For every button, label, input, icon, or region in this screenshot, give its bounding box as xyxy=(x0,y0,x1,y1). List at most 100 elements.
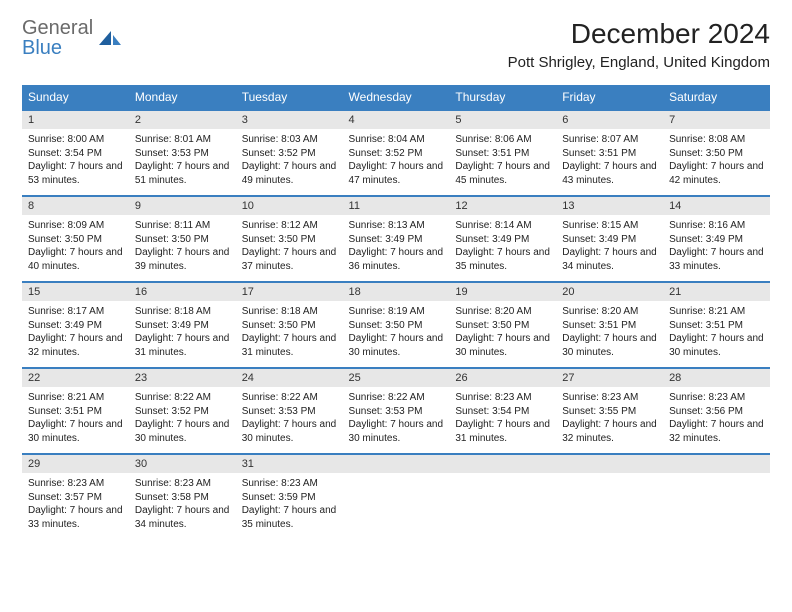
day-number: 2 xyxy=(129,111,236,129)
sunrise-line: Sunrise: 8:19 AM xyxy=(349,305,444,319)
sunrise-line: Sunrise: 8:08 AM xyxy=(669,133,764,147)
day-number: 18 xyxy=(343,283,450,301)
logo-line2: Blue xyxy=(22,37,62,59)
daylight-line: Daylight: 7 hours and 30 minutes. xyxy=(135,418,230,445)
sunset-line: Sunset: 3:49 PM xyxy=(455,233,550,247)
calendar-body: 1Sunrise: 8:00 AMSunset: 3:54 PMDaylight… xyxy=(22,110,770,540)
sunrise-line: Sunrise: 8:21 AM xyxy=(669,305,764,319)
month-title: December 2024 xyxy=(508,18,770,50)
sunset-line: Sunset: 3:50 PM xyxy=(135,233,230,247)
day-details: Sunrise: 8:06 AMSunset: 3:51 PMDaylight:… xyxy=(449,129,556,191)
logo-line1: General xyxy=(22,17,93,39)
calendar-day: 14Sunrise: 8:16 AMSunset: 3:49 PMDayligh… xyxy=(663,196,770,282)
day-number xyxy=(663,455,770,473)
daylight-line: Daylight: 7 hours and 31 minutes. xyxy=(242,332,337,359)
day-number: 11 xyxy=(343,197,450,215)
day-number: 15 xyxy=(22,283,129,301)
day-details: Sunrise: 8:12 AMSunset: 3:50 PMDaylight:… xyxy=(236,215,343,277)
sunset-line: Sunset: 3:57 PM xyxy=(28,491,123,505)
day-number: 21 xyxy=(663,283,770,301)
day-number: 9 xyxy=(129,197,236,215)
calendar-day: 27Sunrise: 8:23 AMSunset: 3:55 PMDayligh… xyxy=(556,368,663,454)
sunrise-line: Sunrise: 8:04 AM xyxy=(349,133,444,147)
daylight-line: Daylight: 7 hours and 40 minutes. xyxy=(28,246,123,273)
sunset-line: Sunset: 3:56 PM xyxy=(669,405,764,419)
sunset-line: Sunset: 3:54 PM xyxy=(28,147,123,161)
day-details: Sunrise: 8:23 AMSunset: 3:59 PMDaylight:… xyxy=(236,473,343,535)
weekday-header: Saturday xyxy=(663,85,770,110)
calendar-day: 1Sunrise: 8:00 AMSunset: 3:54 PMDaylight… xyxy=(22,110,129,196)
day-number: 13 xyxy=(556,197,663,215)
day-number: 19 xyxy=(449,283,556,301)
day-number: 8 xyxy=(22,197,129,215)
weekday-row: SundayMondayTuesdayWednesdayThursdayFrid… xyxy=(22,85,770,110)
day-number: 7 xyxy=(663,111,770,129)
sunset-line: Sunset: 3:55 PM xyxy=(562,405,657,419)
calendar-head: SundayMondayTuesdayWednesdayThursdayFrid… xyxy=(22,85,770,110)
sunrise-line: Sunrise: 8:03 AM xyxy=(242,133,337,147)
day-details: Sunrise: 8:04 AMSunset: 3:52 PMDaylight:… xyxy=(343,129,450,191)
day-details: Sunrise: 8:18 AMSunset: 3:49 PMDaylight:… xyxy=(129,301,236,363)
day-number xyxy=(343,455,450,473)
logo-sail-icon xyxy=(97,29,123,47)
daylight-line: Daylight: 7 hours and 33 minutes. xyxy=(28,504,123,531)
calendar-day: 7Sunrise: 8:08 AMSunset: 3:50 PMDaylight… xyxy=(663,110,770,196)
sunset-line: Sunset: 3:58 PM xyxy=(135,491,230,505)
daylight-line: Daylight: 7 hours and 30 minutes. xyxy=(28,418,123,445)
sunrise-line: Sunrise: 8:23 AM xyxy=(242,477,337,491)
daylight-line: Daylight: 7 hours and 47 minutes. xyxy=(349,160,444,187)
day-details: Sunrise: 8:09 AMSunset: 3:50 PMDaylight:… xyxy=(22,215,129,277)
daylight-line: Daylight: 7 hours and 32 minutes. xyxy=(669,418,764,445)
day-details: Sunrise: 8:11 AMSunset: 3:50 PMDaylight:… xyxy=(129,215,236,277)
calendar-day: 8Sunrise: 8:09 AMSunset: 3:50 PMDaylight… xyxy=(22,196,129,282)
daylight-line: Daylight: 7 hours and 49 minutes. xyxy=(242,160,337,187)
sunset-line: Sunset: 3:52 PM xyxy=(349,147,444,161)
day-details: Sunrise: 8:00 AMSunset: 3:54 PMDaylight:… xyxy=(22,129,129,191)
daylight-line: Daylight: 7 hours and 33 minutes. xyxy=(669,246,764,273)
day-number: 29 xyxy=(22,455,129,473)
day-details: Sunrise: 8:23 AMSunset: 3:56 PMDaylight:… xyxy=(663,387,770,449)
day-details: Sunrise: 8:19 AMSunset: 3:50 PMDaylight:… xyxy=(343,301,450,363)
sunrise-line: Sunrise: 8:09 AM xyxy=(28,219,123,233)
sunrise-line: Sunrise: 8:07 AM xyxy=(562,133,657,147)
sunrise-line: Sunrise: 8:22 AM xyxy=(349,391,444,405)
calendar-week: 8Sunrise: 8:09 AMSunset: 3:50 PMDaylight… xyxy=(22,196,770,282)
day-number: 23 xyxy=(129,369,236,387)
sunrise-line: Sunrise: 8:18 AM xyxy=(242,305,337,319)
day-number: 17 xyxy=(236,283,343,301)
sunset-line: Sunset: 3:53 PM xyxy=(242,405,337,419)
sunset-line: Sunset: 3:51 PM xyxy=(669,319,764,333)
sunrise-line: Sunrise: 8:06 AM xyxy=(455,133,550,147)
daylight-line: Daylight: 7 hours and 30 minutes. xyxy=(349,418,444,445)
day-number: 14 xyxy=(663,197,770,215)
calendar-day xyxy=(343,454,450,540)
day-details: Sunrise: 8:18 AMSunset: 3:50 PMDaylight:… xyxy=(236,301,343,363)
calendar-day: 21Sunrise: 8:21 AMSunset: 3:51 PMDayligh… xyxy=(663,282,770,368)
sunset-line: Sunset: 3:54 PM xyxy=(455,405,550,419)
daylight-line: Daylight: 7 hours and 35 minutes. xyxy=(455,246,550,273)
daylight-line: Daylight: 7 hours and 42 minutes. xyxy=(669,160,764,187)
day-number: 27 xyxy=(556,369,663,387)
day-number: 20 xyxy=(556,283,663,301)
sunset-line: Sunset: 3:50 PM xyxy=(28,233,123,247)
logo-text: General Blue xyxy=(22,18,93,58)
sunset-line: Sunset: 3:49 PM xyxy=(28,319,123,333)
calendar-day: 20Sunrise: 8:20 AMSunset: 3:51 PMDayligh… xyxy=(556,282,663,368)
daylight-line: Daylight: 7 hours and 51 minutes. xyxy=(135,160,230,187)
day-details: Sunrise: 8:22 AMSunset: 3:53 PMDaylight:… xyxy=(343,387,450,449)
sunrise-line: Sunrise: 8:14 AM xyxy=(455,219,550,233)
daylight-line: Daylight: 7 hours and 39 minutes. xyxy=(135,246,230,273)
day-details: Sunrise: 8:23 AMSunset: 3:55 PMDaylight:… xyxy=(556,387,663,449)
day-number: 16 xyxy=(129,283,236,301)
daylight-line: Daylight: 7 hours and 37 minutes. xyxy=(242,246,337,273)
day-number: 1 xyxy=(22,111,129,129)
sunset-line: Sunset: 3:53 PM xyxy=(135,147,230,161)
daylight-line: Daylight: 7 hours and 35 minutes. xyxy=(242,504,337,531)
daylight-line: Daylight: 7 hours and 31 minutes. xyxy=(455,418,550,445)
daylight-line: Daylight: 7 hours and 32 minutes. xyxy=(562,418,657,445)
sunrise-line: Sunrise: 8:23 AM xyxy=(669,391,764,405)
calendar-day xyxy=(449,454,556,540)
daylight-line: Daylight: 7 hours and 36 minutes. xyxy=(349,246,444,273)
day-details: Sunrise: 8:13 AMSunset: 3:49 PMDaylight:… xyxy=(343,215,450,277)
sunset-line: Sunset: 3:51 PM xyxy=(562,147,657,161)
